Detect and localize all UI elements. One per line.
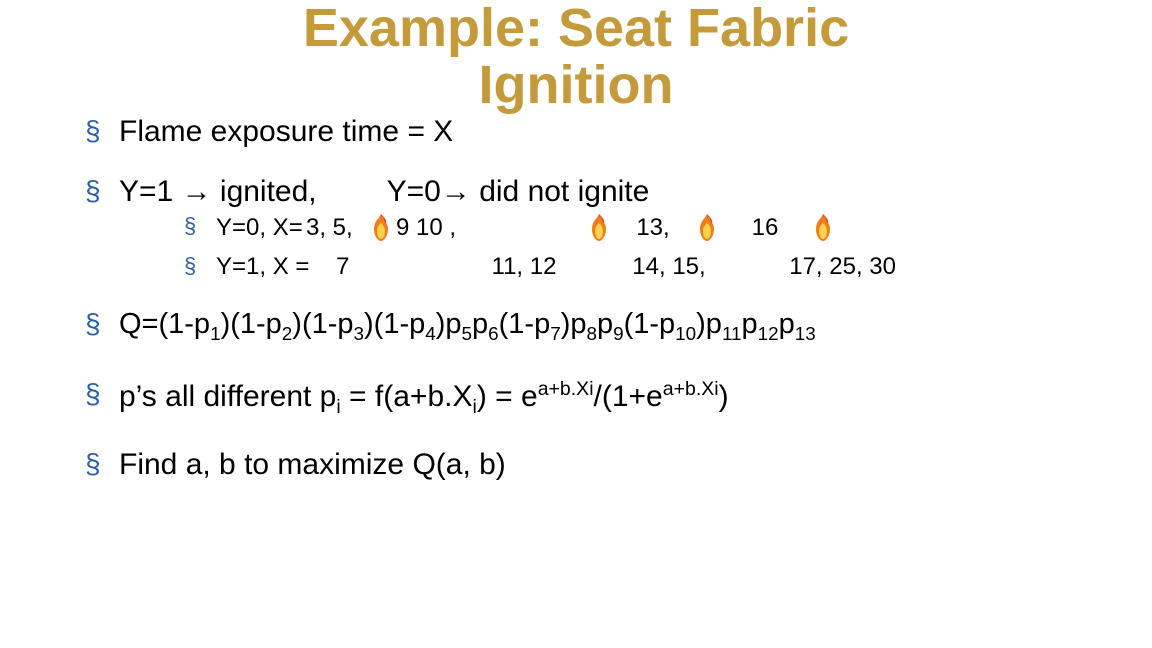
data-rows: Y=0, X= 3, 5, 9 10 , 13, 16 Y=1, X = 7 1 (150, 213, 1112, 289)
flame-icon (810, 213, 836, 243)
row-y1: Y=1, X = 7 11, 12 14, 15, 17, 25, 30 (150, 253, 1112, 281)
flame-icon (694, 213, 720, 243)
bullet-p-equation: p’s all different pi = f(a+b.Xi) = ea+b.… (85, 378, 1112, 419)
flame-icon (586, 213, 612, 243)
bullet-flame-exposure: Flame exposure time = X (85, 115, 1112, 149)
bullet-q-equation: Q=(1-p1)(1-p2)(1-p3)(1-p4)p5p6(1-p7)p8p9… (85, 308, 1122, 345)
row-y0: Y=0, X= 3, 5, 9 10 , 13, 16 (150, 213, 1112, 243)
bullet-find-ab: Find a, b to maximize Q(a, b) (85, 448, 1112, 482)
flame-icon (368, 213, 394, 243)
slide-title: Example: Seat Fabric Ignition (0, 0, 1152, 113)
bullet-y-definitions: Y=1 → ignited,Y=0→ did not ignite (85, 175, 1112, 209)
